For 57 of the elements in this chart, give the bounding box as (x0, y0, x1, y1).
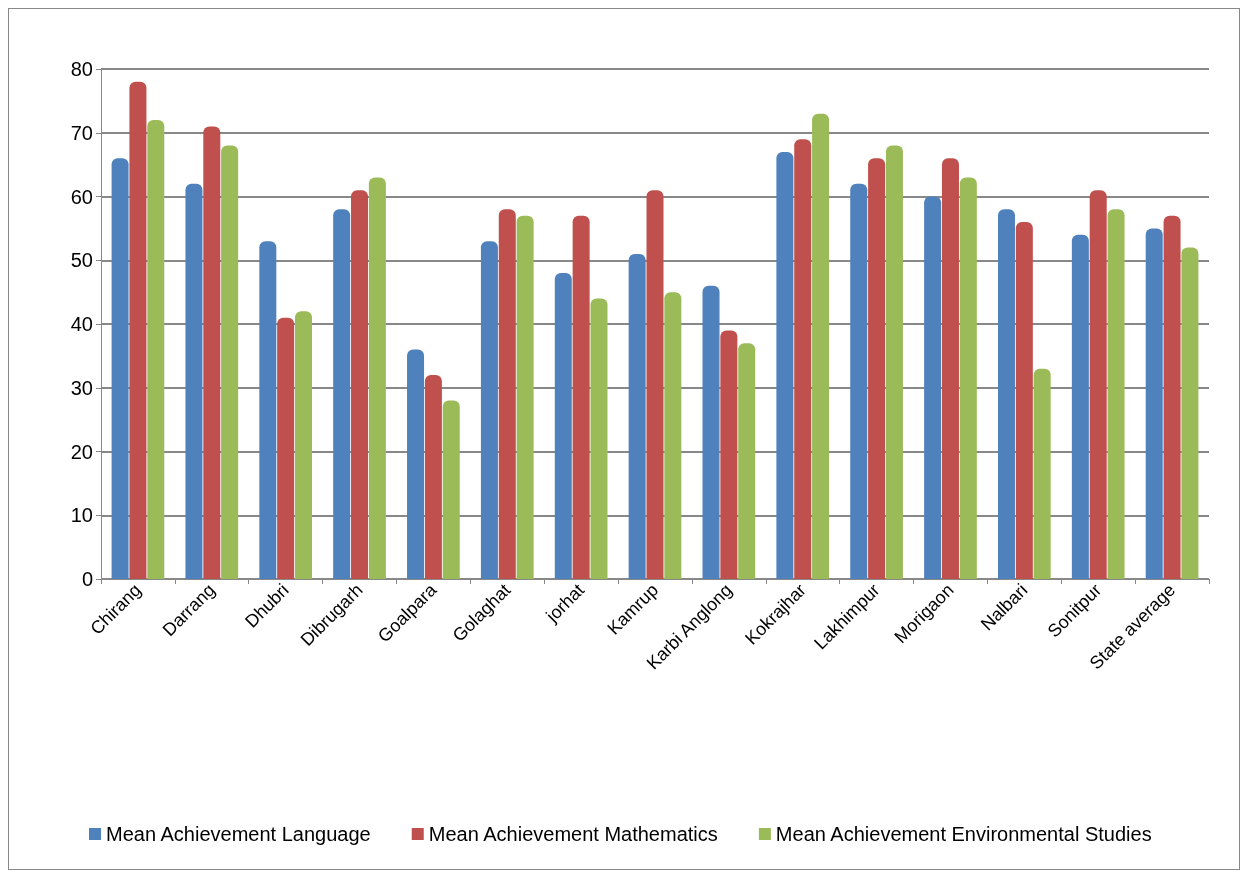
bar (868, 158, 886, 579)
bar (885, 145, 903, 579)
bar (776, 151, 794, 579)
bar (1145, 228, 1163, 579)
bar (295, 311, 313, 579)
y-tick-label: 30 (70, 376, 93, 399)
bar (1107, 209, 1125, 579)
bar (1033, 368, 1051, 579)
bar (424, 375, 442, 579)
bar (147, 120, 165, 579)
bar (572, 215, 590, 579)
bar (111, 158, 129, 579)
bar (516, 215, 534, 579)
bar (924, 196, 942, 579)
bar (221, 145, 239, 579)
legend-label: Mean Achievement Language (106, 823, 371, 845)
bar (1089, 190, 1107, 579)
bar (646, 190, 664, 579)
bar (351, 190, 369, 579)
bar (277, 317, 295, 579)
y-tick-label: 50 (70, 249, 93, 272)
bar (1015, 222, 1033, 579)
bar (259, 241, 277, 579)
bar (590, 298, 608, 579)
bar (203, 126, 221, 579)
bar (442, 400, 460, 579)
bar (702, 285, 720, 579)
bar (738, 343, 756, 579)
bar (368, 177, 386, 579)
y-tick-label: 80 (70, 58, 93, 80)
bar (129, 81, 147, 579)
bar (407, 349, 425, 579)
bar (185, 183, 203, 579)
bar (664, 292, 682, 579)
y-tick-label: 60 (70, 185, 93, 208)
bar (850, 183, 868, 579)
bar (1071, 234, 1089, 579)
bar (1163, 215, 1181, 579)
bar (812, 113, 830, 579)
bar (554, 273, 572, 579)
y-tick-label: 10 (70, 504, 93, 527)
bar (333, 209, 351, 579)
legend-label: Mean Achievement Mathematics (428, 823, 718, 845)
bar (628, 253, 646, 579)
y-tick-label: 70 (70, 121, 93, 144)
bar (794, 139, 812, 579)
bar (959, 177, 977, 579)
y-tick-label: 0 (81, 568, 93, 590)
bar (720, 330, 738, 579)
bar (480, 241, 498, 579)
y-tick-label: 20 (70, 440, 93, 463)
bar (941, 158, 959, 579)
legend-label: Mean Achievement Environmental Studies (775, 823, 1152, 845)
y-tick-label: 40 (70, 313, 93, 335)
bar (997, 209, 1015, 579)
bar (1181, 247, 1199, 579)
bar (498, 209, 516, 579)
